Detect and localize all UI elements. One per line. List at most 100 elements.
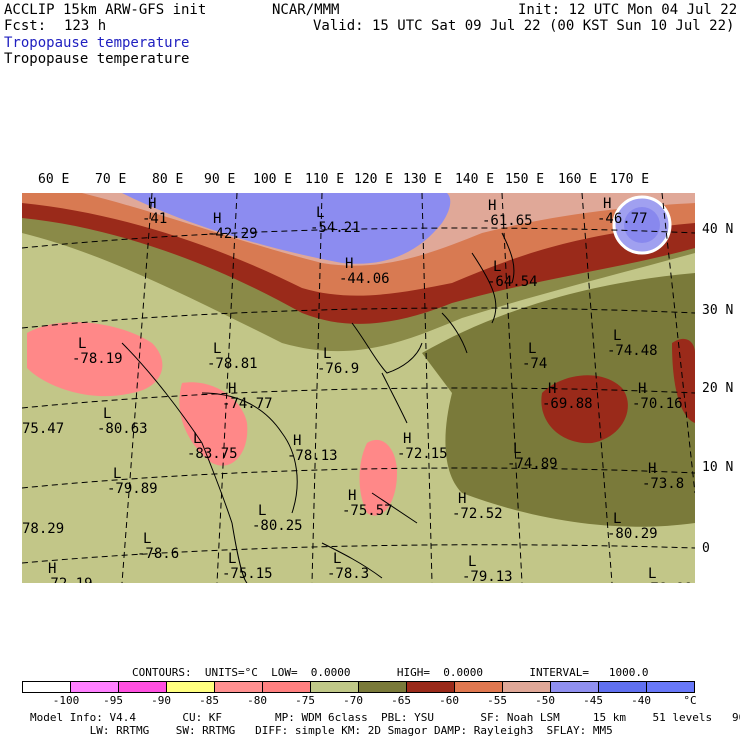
high-marker: H: [148, 196, 156, 212]
extremum-value: -78.88: [642, 581, 693, 583]
extremum-value: -80.63: [97, 421, 148, 437]
colorbar-cell: [407, 682, 455, 692]
extremum-value: -78.3: [327, 566, 369, 582]
high-marker: H: [213, 211, 221, 227]
low-marker: L: [493, 259, 501, 275]
colorbar-cell: [359, 682, 407, 692]
field-title-contour: Tropopause temperature: [4, 51, 190, 67]
high-marker: H: [403, 431, 411, 447]
extremum-value: -46.77: [597, 211, 648, 227]
low-marker: L: [648, 566, 656, 582]
low-marker: L: [613, 511, 621, 527]
colorbar-tick-label: -95: [103, 694, 123, 707]
colorbar-cell: [215, 682, 263, 692]
longitude-label: 170 E: [610, 172, 650, 187]
colorbar-cell: [503, 682, 551, 692]
warm-core-red: [541, 375, 628, 444]
low-marker: L: [316, 205, 324, 221]
longitude-label: 140 E: [455, 172, 495, 187]
extremum-value: -41: [142, 211, 167, 227]
colorbar-tick-label: -65: [391, 694, 411, 707]
coastlines: [121, 232, 515, 583]
cold-patch-bay: [179, 382, 248, 466]
latitude-label: 20 N: [702, 381, 734, 396]
extremum-value: -80.25: [252, 518, 303, 534]
low-marker: L: [613, 328, 621, 344]
longitude-label: 80 E: [152, 172, 184, 187]
high-marker: H: [228, 381, 236, 397]
extremum-value: -61.65: [482, 213, 533, 229]
latitude-label: 40 N: [702, 222, 734, 237]
colorbar-cell: [455, 682, 503, 692]
extremum-value: -72.15: [397, 446, 448, 462]
high-marker: H: [48, 561, 56, 577]
latitude-label: 30 N: [702, 303, 734, 318]
extremum-value: -78.81: [207, 356, 258, 372]
model-title: ACCLIP 15km ARW-GFS init: [4, 2, 207, 18]
graticule: [22, 193, 695, 583]
forecast-label: Fcst:: [4, 18, 47, 34]
longitude-label: 60 E: [38, 172, 70, 187]
extremum-value: -74.77: [222, 396, 273, 412]
latitude-label: 0: [702, 541, 710, 556]
high-marker: H: [293, 433, 301, 449]
longitude-label: 100 E: [253, 172, 293, 187]
colorbar-tick-label: -55: [487, 694, 507, 707]
extremum-value: -42.29: [207, 226, 258, 242]
colorbar-tick-label: -50: [535, 694, 555, 707]
longitude-label: 150 E: [505, 172, 545, 187]
extremum-value: -83.75: [187, 446, 238, 462]
extremum-value: -64.54: [487, 274, 538, 290]
extremum-value: -73.8: [642, 476, 684, 492]
high-marker: H: [348, 488, 356, 504]
cold-patch-india: [27, 322, 163, 397]
extremum-value: -54.21: [310, 220, 361, 236]
center-label: NCAR/MMM: [272, 2, 340, 18]
colorbar-tick-label: -80: [247, 694, 267, 707]
band-blue: [122, 193, 451, 264]
low-marker: L: [528, 341, 536, 357]
colorbar-cell: [599, 682, 647, 692]
low-marker: L: [258, 503, 266, 519]
low-marker: L: [113, 466, 121, 482]
colorbar-cell: [647, 682, 694, 692]
high-marker: H: [648, 461, 656, 477]
colorbar-tick-label: -70: [343, 694, 363, 707]
extremum-value: -72.52: [452, 506, 503, 522]
colorbar-tick-label: -60: [439, 694, 459, 707]
extremum-value: -72.19: [42, 576, 93, 583]
extremum-value: -79.89: [107, 481, 158, 497]
colorbar-cell: [263, 682, 311, 692]
field-title-filled: Tropopause temperature: [4, 35, 190, 51]
high-marker: H: [603, 196, 611, 212]
low-marker: L: [513, 441, 521, 457]
low-marker: L: [228, 551, 236, 567]
valid-time: Valid: 15 UTC Sat 09 Jul 22 (00 KST Sun …: [313, 18, 735, 34]
extremum-value: 78.29: [22, 521, 64, 537]
colorbar-cell: [119, 682, 167, 692]
longitude-label: 120 E: [354, 172, 394, 187]
low-marker: L: [78, 336, 86, 352]
cold-patch-scs: [359, 439, 397, 516]
forecast-hour: 123 h: [64, 18, 107, 34]
extremum-value: 75.47: [22, 421, 64, 437]
extremum-value: -75.57: [342, 503, 393, 519]
low-marker: L: [143, 531, 151, 547]
high-marker: H: [458, 491, 466, 507]
model-info-line1: Model Info: V4.4 CU: KF MP: WDM 6class P…: [30, 711, 740, 724]
colorbar-cell: [311, 682, 359, 692]
high-marker: H: [638, 381, 646, 397]
extremum-value: -74.48: [607, 343, 658, 359]
extremum-value: -75.15: [222, 566, 273, 582]
colorbar-cell: [23, 682, 71, 692]
longitude-label: 160 E: [558, 172, 598, 187]
init-time: Init: 12 UTC Mon 04 Jul 22: [518, 2, 738, 18]
extremum-value: -76.9: [317, 361, 359, 377]
low-marker: L: [333, 551, 341, 567]
low-marker: L: [468, 554, 476, 570]
extremum-value: -74: [522, 356, 547, 372]
high-marker: H: [548, 381, 556, 397]
colorbar-tick-label: -75: [295, 694, 315, 707]
colorbar-cell: [551, 682, 599, 692]
longitude-label: 70 E: [95, 172, 127, 187]
